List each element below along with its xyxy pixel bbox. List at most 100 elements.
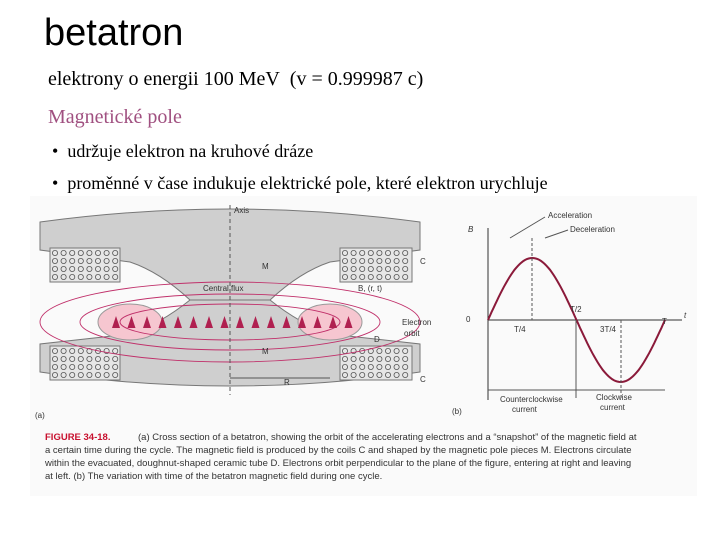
field-arrow <box>189 316 198 328</box>
label: t <box>684 311 687 320</box>
coil-wire <box>112 371 119 378</box>
coil-wire <box>103 249 110 256</box>
coil-wire <box>359 249 366 256</box>
coil-wire <box>350 249 357 256</box>
coil-wire <box>376 355 383 362</box>
label: Electron <box>402 318 431 327</box>
coil-wire <box>77 371 84 378</box>
field-arrow <box>158 316 167 328</box>
field-arrow <box>282 316 291 328</box>
field-arrow <box>344 316 353 328</box>
coil-wire <box>367 371 374 378</box>
coil-wire <box>367 249 374 256</box>
field-arrow <box>313 316 322 328</box>
field-arrow <box>236 316 244 328</box>
field-arrow <box>174 316 182 328</box>
label: Axis <box>234 206 249 215</box>
caption-line: a certain time during the cycle. The mag… <box>45 445 632 456</box>
bullet: • udržuje elektron na kruhové dráze <box>52 141 314 161</box>
subtitle: elektrony o energii 100 MeV (v = 0.99998… <box>48 68 423 91</box>
coil-wire <box>350 363 357 370</box>
coil-wire <box>95 257 102 264</box>
coil-wire <box>86 355 93 362</box>
coil-wire <box>350 273 357 280</box>
coil-wire <box>350 347 357 354</box>
coil-wire <box>393 257 400 264</box>
coil-wire <box>112 363 119 370</box>
coil-wire <box>341 249 348 256</box>
heading: Magnetické pole <box>48 106 182 128</box>
label: Acceleration <box>548 211 592 220</box>
coil-wire <box>393 371 400 378</box>
coil-wire <box>350 355 357 362</box>
field-arrow <box>251 316 260 328</box>
field-arrow <box>112 316 120 328</box>
field-arrow <box>267 316 275 328</box>
coil-wire <box>69 249 76 256</box>
coil-wire <box>103 363 110 370</box>
coil-wire <box>69 371 76 378</box>
coil-wire <box>367 355 374 362</box>
coil-wire <box>60 265 67 272</box>
coil-wire <box>77 249 84 256</box>
coil-wire <box>367 363 374 370</box>
coil-wire <box>376 347 383 354</box>
coil-wire <box>86 257 93 264</box>
label: 0 <box>466 315 471 324</box>
label: T/4 <box>514 325 526 334</box>
coil-wire <box>402 363 409 370</box>
coil-wire <box>95 265 102 272</box>
coil-wire <box>52 257 59 264</box>
coil-wire <box>402 355 409 362</box>
label: B <box>468 225 474 234</box>
label: T <box>662 317 667 326</box>
coil-wire <box>376 249 383 256</box>
coil-wire <box>77 273 84 280</box>
coil-wire <box>402 371 409 378</box>
label: R <box>284 378 290 387</box>
coil-wire <box>384 371 391 378</box>
coil-wire <box>376 265 383 272</box>
coil-wire <box>60 371 67 378</box>
label: (a) <box>35 411 45 420</box>
coil-wire <box>367 273 374 280</box>
coil-wire <box>86 347 93 354</box>
coil-wire <box>69 265 76 272</box>
coil-wire <box>86 249 93 256</box>
coil-wire <box>384 249 391 256</box>
coil-wire <box>60 273 67 280</box>
coil-wire <box>393 363 400 370</box>
coil-wire <box>350 265 357 272</box>
formula: (v = 0.999987 c) <box>289 68 424 90</box>
coil-wire <box>112 273 119 280</box>
caption: FIGURE 34-18. (a) Cross section of a bet… <box>44 432 637 482</box>
label: Clockwise <box>596 393 633 402</box>
coil-wire <box>384 265 391 272</box>
coil-wire <box>95 249 102 256</box>
coil-wire <box>95 363 102 370</box>
coil-wire <box>112 249 119 256</box>
title: betatron <box>44 12 184 54</box>
label: Deceleration <box>570 225 615 234</box>
label: M <box>262 347 269 356</box>
coil-wire <box>69 355 76 362</box>
coil-wire <box>112 257 119 264</box>
coil-wire <box>359 363 366 370</box>
coil-wire <box>402 265 409 272</box>
coil-wire <box>77 363 84 370</box>
coil-wire <box>341 265 348 272</box>
coil-wire <box>393 347 400 354</box>
coil-wire <box>402 257 409 264</box>
coil-wire <box>367 257 374 264</box>
betatron-diagram: Axis M C Central flux B, (r, t) Electron… <box>35 205 431 420</box>
coil-wire <box>77 265 84 272</box>
coil-wire <box>77 257 84 264</box>
coil-wire <box>95 355 102 362</box>
subtitle-text: elektrony o energii 100 MeV <box>48 68 280 90</box>
coil-wire <box>103 355 110 362</box>
coil-wire <box>384 347 391 354</box>
coil-wire <box>86 273 93 280</box>
coil-wire <box>52 265 59 272</box>
coil-wire <box>341 363 348 370</box>
coil-wire <box>86 265 93 272</box>
